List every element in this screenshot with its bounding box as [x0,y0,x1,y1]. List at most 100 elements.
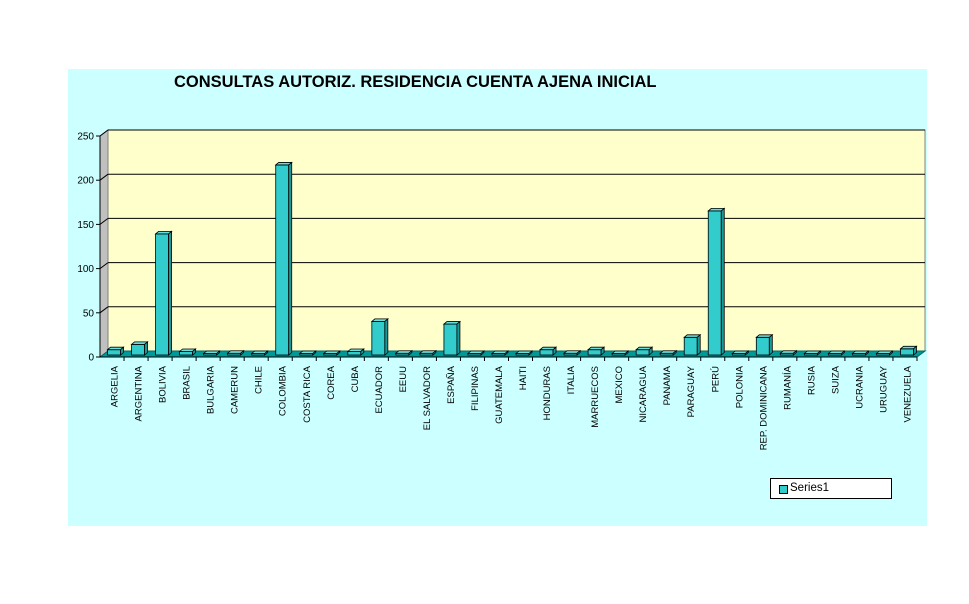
bar-side [480,350,485,356]
bar-ecuador [371,321,386,356]
x-tick-label: HONDURAS [542,366,553,420]
x-tick-label: CUBA [350,365,361,392]
x-tick-label: ARGENTINA [134,365,145,421]
x-tick-label: EEUU [398,366,409,393]
x-tick-label: PARAGUAY [686,365,697,417]
x-tick-label: VENEZUELA [902,365,913,422]
legend: Series1 [770,478,892,499]
plot-floor [98,350,927,358]
bar-side [240,349,245,356]
bar-side [504,350,509,356]
bar-side [865,350,869,356]
x-tick-label: FILIPINAS [470,366,481,411]
bar-side [889,350,893,356]
chart-title: CONSULTAS AUTORIZ. RESIDENCIA CUENTA AJE… [174,73,657,91]
bar-side [672,349,677,356]
y-tick-label: 250 [77,132,94,143]
bar-side [288,161,293,356]
x-tick-label: EL SALVADOR [422,366,433,430]
x-tick-label: POLONIA [734,365,745,408]
gridline-side [99,129,109,137]
bar-nicaragua [635,349,650,356]
bar-side [648,346,653,356]
x-tick-label: NICARAGUA [638,365,649,422]
bar-honduras [539,349,554,356]
bar-side [120,346,124,356]
bar-side [624,350,629,356]
bar-side [720,207,725,356]
x-tick-label: ARGELIA [110,365,121,407]
x-tick-label: GUATEMALA [494,365,505,424]
bar-side [264,350,269,356]
bar-side [456,320,461,356]
bar-side [360,348,365,356]
x-tick-label: ITALIA [566,365,577,394]
x-tick-label: COSTA RICA [302,365,313,422]
bar-side [744,350,749,356]
bar-side [552,346,557,356]
bar-side [312,350,317,356]
bar-side [384,318,389,356]
x-tick-label: SUIZA [830,365,841,394]
bar-side [336,350,341,356]
gridline-side [99,306,109,314]
x-tick-label: MARRUECOS [590,366,601,428]
x-tick-label: CHILE [254,366,265,394]
bar-side [216,350,221,356]
y-tick-label: 50 [83,308,95,319]
bar-side [192,348,197,356]
x-tick-label: ECUADOR [374,366,385,414]
bar-side [144,341,148,356]
bar-rep-dominicana [755,336,770,356]
bar-argelia [107,349,121,356]
bar-marruecos [587,349,602,356]
bar-side [913,345,917,356]
bar-cuba [347,351,362,356]
x-tick-label: UCRANIA [854,365,865,408]
bar-side [576,349,581,356]
gridline-side [99,217,109,225]
legend-swatch-series1 [779,485,788,494]
x-tick-label: URUGUAY [878,365,889,412]
bar-side [768,333,773,356]
x-tick-label: REP. DOMINICANA [758,365,769,450]
x-tick-label: BOLIVIA [158,365,169,403]
x-tick-label: HAITI [518,366,529,390]
x-tick-label: PERÚ [710,366,721,393]
bar-colombia [275,164,290,356]
x-tick-label: BULGARIA [206,365,217,414]
bar-paraguay [683,336,698,356]
bar-side [696,333,701,356]
bar-venezuela [900,348,914,356]
bar-side [432,349,437,356]
plot-side-wall [99,129,109,358]
bar-side [840,350,845,356]
x-tick-label: ESPAÑA [446,365,457,404]
bar-side [600,346,605,356]
bar-side [528,350,533,356]
bar-side [408,349,413,356]
bar-perú [707,210,722,356]
x-tick-label: RUSIA [806,365,817,395]
x-tick-label: MEXICO [614,366,625,403]
gridline-side [99,173,109,181]
plot-back-wall [107,129,926,352]
x-tick-label: COLOMBIA [278,365,289,416]
legend-label-series1: Series1 [790,482,829,494]
bar-brasil [179,351,194,356]
bar-bolivia [155,233,169,356]
y-tick-label: 0 [88,353,94,364]
x-tick-label: RUMANÍA [782,365,793,409]
y-tick-label: 200 [77,176,94,187]
bar-argentina [131,343,145,356]
bar-españa [443,323,458,356]
bar-side [816,350,821,356]
x-tick-label: COREA [326,365,337,399]
x-tick-label: PANAMA [662,365,673,405]
bar-side [792,349,797,356]
gridline-side [99,262,109,270]
bar-side [168,230,172,356]
x-tick-label: BRASIL [182,366,193,400]
x-tick-label: CAMERUN [230,366,241,414]
